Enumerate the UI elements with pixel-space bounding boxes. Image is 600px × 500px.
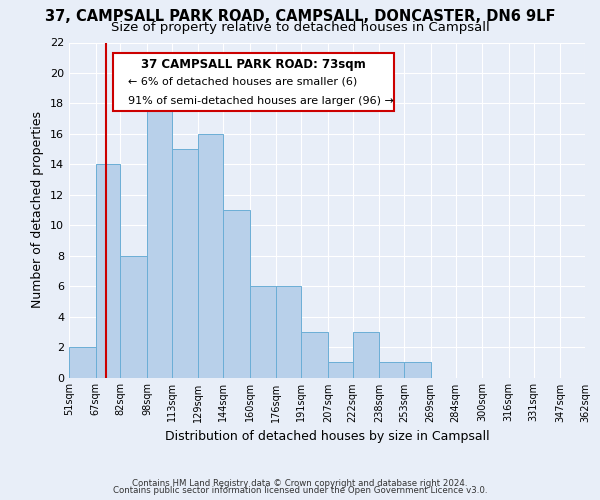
Text: 37 CAMPSALL PARK ROAD: 73sqm: 37 CAMPSALL PARK ROAD: 73sqm bbox=[141, 58, 366, 71]
Bar bbox=[172, 149, 199, 378]
Bar bbox=[404, 362, 431, 378]
Text: 91% of semi-detached houses are larger (96) →: 91% of semi-detached houses are larger (… bbox=[128, 96, 394, 106]
Bar bbox=[69, 347, 95, 378]
Text: ← 6% of detached houses are smaller (6): ← 6% of detached houses are smaller (6) bbox=[128, 77, 358, 87]
Bar bbox=[353, 332, 379, 378]
FancyBboxPatch shape bbox=[113, 52, 394, 111]
Bar bbox=[95, 164, 121, 378]
Bar bbox=[223, 210, 250, 378]
Bar bbox=[328, 362, 353, 378]
Text: 37, CAMPSALL PARK ROAD, CAMPSALL, DONCASTER, DN6 9LF: 37, CAMPSALL PARK ROAD, CAMPSALL, DONCAS… bbox=[45, 9, 555, 24]
Bar bbox=[147, 104, 172, 378]
Bar bbox=[379, 362, 404, 378]
Text: Size of property relative to detached houses in Campsall: Size of property relative to detached ho… bbox=[110, 21, 490, 34]
Bar bbox=[277, 286, 301, 378]
Bar bbox=[250, 286, 277, 378]
Bar bbox=[301, 332, 328, 378]
Bar bbox=[121, 256, 147, 378]
X-axis label: Distribution of detached houses by size in Campsall: Distribution of detached houses by size … bbox=[164, 430, 490, 443]
Y-axis label: Number of detached properties: Number of detached properties bbox=[31, 112, 44, 308]
Text: Contains HM Land Registry data © Crown copyright and database right 2024.: Contains HM Land Registry data © Crown c… bbox=[132, 478, 468, 488]
Bar bbox=[199, 134, 223, 378]
Text: Contains public sector information licensed under the Open Government Licence v3: Contains public sector information licen… bbox=[113, 486, 487, 495]
